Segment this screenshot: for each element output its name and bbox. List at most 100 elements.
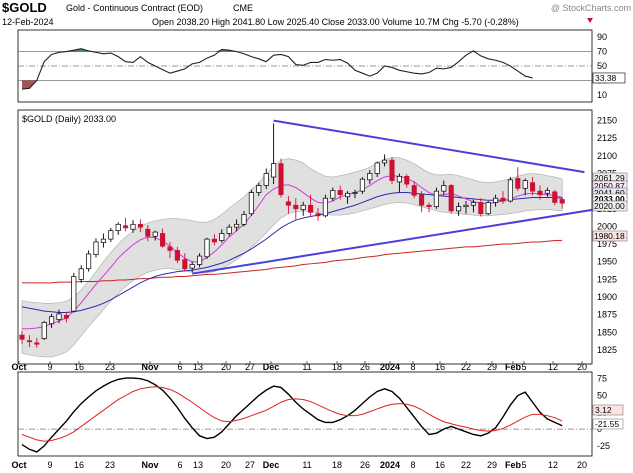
rsi-tick-label: 70 (597, 47, 607, 57)
price-tick-label: 2125 (597, 133, 617, 143)
candle-body (500, 197, 506, 202)
down-arrow-icon (587, 18, 593, 23)
macd-x-tick-label: 9 (47, 460, 52, 470)
candle-body (197, 255, 203, 265)
price-x-tick-label: 13 (193, 362, 203, 372)
price-x-axis: Oct 9 16 23 Nov 6 13 20 27 Dec 11 18 26 2024 8 16 22 29 Fe… (11, 361, 587, 372)
macd-x-tick-label: 29 (487, 460, 497, 470)
price-tag-label: 2061.29 (594, 173, 625, 183)
macd-line (21, 377, 563, 453)
price-x-tick-label: 20 (577, 362, 587, 372)
price-x-tick-label: 8 (410, 362, 415, 372)
macd-x-tick-label: Nov (141, 460, 158, 470)
candle-body (308, 204, 314, 213)
candle-body (211, 238, 217, 243)
symbol-title: $GOLD (2, 0, 47, 15)
candle-body (152, 231, 158, 237)
candle-body (522, 180, 528, 189)
candle-body (86, 253, 92, 270)
macd-x-tick-label: 6 (177, 460, 182, 470)
candle-body (49, 316, 55, 325)
macd-tick-label: -25 (597, 441, 610, 451)
upper-trendline (273, 119, 585, 174)
candle-body (359, 178, 365, 192)
candle-body (367, 173, 373, 181)
candle-body (433, 190, 439, 208)
candle-body (285, 201, 291, 206)
price-x-tick-label: Feb (505, 362, 522, 372)
price-tag-label: 1980.18 (594, 231, 625, 241)
price-x-tick-label: 16 (74, 362, 84, 372)
macd-value-tag (592, 418, 624, 430)
rsi-panel: 103050709033.38 (17, 29, 626, 103)
candle-body (456, 206, 462, 212)
price-x-tick-label: 5 (521, 362, 526, 372)
candle-body (345, 192, 351, 198)
price-tag-label: 2033.00 (594, 194, 625, 204)
candle-body (271, 163, 277, 178)
price-x-tick-label: Dec (263, 362, 280, 372)
price-x-tick-label: Oct (11, 362, 26, 372)
candle-body (507, 179, 513, 202)
price-tick-label: 1900 (597, 292, 617, 302)
candle-body (470, 202, 476, 206)
candle-body (78, 268, 84, 280)
candle-body (485, 202, 491, 215)
candle-body (448, 185, 454, 212)
lower-trendline (192, 205, 615, 275)
candle-body (123, 225, 129, 229)
candle-body (278, 163, 284, 196)
rsi-tick-label: 10 (597, 90, 607, 100)
candle-body (322, 197, 328, 217)
macd-x-tick-label: 12 (548, 460, 558, 470)
price-tick-label: 1825 (597, 345, 617, 355)
candle-body (41, 322, 47, 339)
candle-body (145, 228, 151, 237)
price-x-tick-label: 29 (487, 362, 497, 372)
candle-body (315, 213, 321, 217)
price-x-tick-label: 23 (105, 362, 115, 372)
macd-x-tick-label: 20 (221, 460, 231, 470)
macd-x-tick-label: 11 (302, 460, 311, 470)
candle-body (300, 204, 306, 210)
candle-body (537, 190, 543, 196)
price-panel: $GOLD (Daily) 2033.00 1825 1850 1875 1900 19… (17, 109, 628, 365)
macd-panel: 7550250-253.12-21.55 (17, 371, 624, 457)
price-tick-label: 1850 (597, 327, 617, 337)
price-tick-label: 1875 (597, 310, 617, 320)
price-x-tick-label: 27 (245, 362, 255, 372)
price-tick-label: 2000 (597, 221, 617, 231)
price-x-tick-label: 12 (548, 362, 558, 372)
candle-body (515, 178, 521, 189)
macd-x-tick-label: Oct (11, 460, 26, 470)
candle-body (530, 182, 536, 192)
macd-value-tag (592, 404, 624, 416)
candle-body (71, 276, 77, 312)
chart-date: 12-Feb-2024 (2, 17, 54, 27)
price-x-tick-label: 22 (461, 362, 471, 372)
candle-body (219, 233, 225, 241)
macd-tick-label: 50 (597, 391, 607, 401)
macd-x-tick-label: 26 (360, 460, 370, 470)
macd-x-tick-label: 5 (521, 460, 526, 470)
moving-average-short (22, 175, 563, 330)
candle-body (419, 194, 425, 206)
moving-average-mid (21, 192, 563, 313)
exchange-label: CME (233, 3, 253, 13)
price-x-tick-label: 9 (47, 362, 52, 372)
price-tick-label: 2150 (597, 116, 617, 126)
price-tag-label: 2020.00 (594, 201, 625, 211)
price-tag-label: 2041.60 (594, 188, 625, 198)
candle-body (337, 190, 343, 196)
candle-body (174, 250, 180, 261)
macd-x-tick-label: Feb (505, 460, 522, 470)
macd-value-label: 3.12 (595, 405, 612, 415)
moving-average-long (22, 239, 563, 284)
candle-body (137, 223, 143, 228)
macd-x-tick-label: 20 (577, 460, 587, 470)
price-tag-label: 2050.87 (594, 181, 625, 191)
price-tick-label: 1975 (597, 239, 617, 249)
candle-body (160, 233, 166, 247)
macd-x-tick-label: 27 (245, 460, 255, 470)
macd-x-tick-label: 16 (74, 460, 84, 470)
